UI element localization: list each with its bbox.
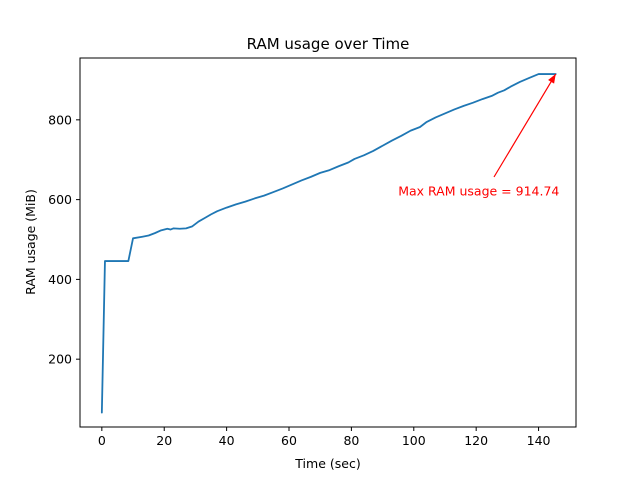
chart-title: RAM usage over Time (247, 35, 410, 53)
y-tick-label: 400 (48, 272, 72, 287)
annotation-arrow-head (548, 74, 556, 84)
x-tick-label: 100 (402, 433, 426, 448)
annotation-text: Max RAM usage = 914.74 (398, 184, 559, 199)
x-tick-label: 80 (343, 433, 359, 448)
y-tick-label: 800 (48, 112, 72, 127)
x-tick-label: 20 (156, 433, 172, 448)
x-tick-label: 40 (219, 433, 235, 448)
y-tick-label: 600 (48, 192, 72, 207)
y-tick-label: 200 (48, 352, 72, 367)
x-tick-label: 140 (527, 433, 551, 448)
x-tick-label: 0 (98, 433, 106, 448)
x-axis-label: Time (sec) (294, 456, 360, 471)
axes-frame (79, 57, 577, 428)
x-tick-label: 60 (281, 433, 297, 448)
annotation-arrow-shaft (493, 73, 557, 178)
plot-area (100, 73, 557, 414)
y-axis-label: RAM usage (MiB) (23, 189, 38, 295)
axes: 0 20 40 60 80 100 120 140 200 400 600 800 (48, 57, 577, 448)
x-tick-label: 120 (464, 433, 488, 448)
max-annotation: Max RAM usage = 914.74 (398, 73, 559, 199)
series-line-0 (100, 73, 557, 414)
